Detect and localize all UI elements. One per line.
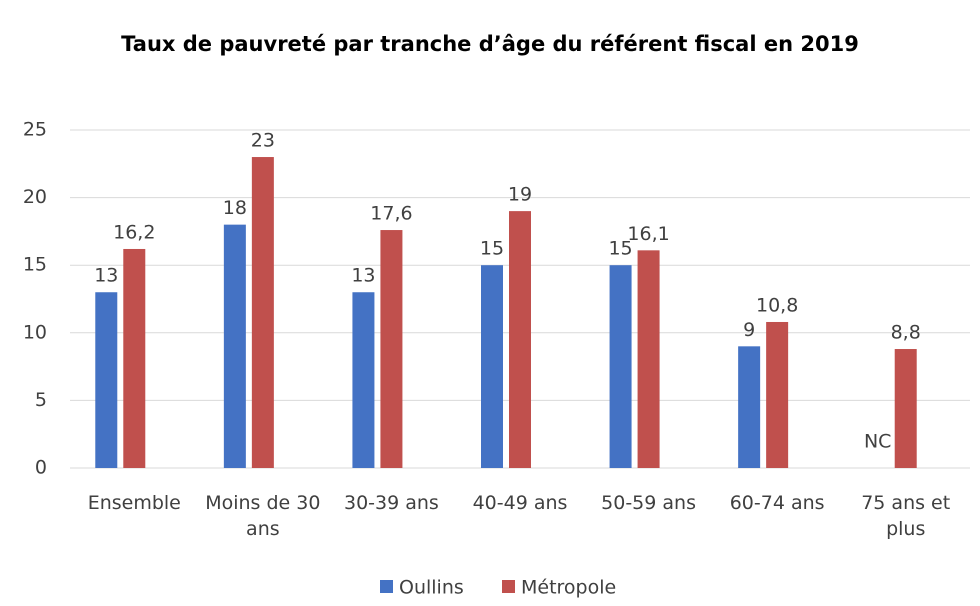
data-label: 13 — [94, 265, 118, 287]
bar — [894, 349, 917, 468]
x-tick-label: 30-39 ans — [344, 492, 439, 514]
y-tick-label: 10 — [23, 321, 47, 343]
data-label: 9 — [743, 319, 755, 341]
bar — [609, 265, 632, 468]
x-tick-label: Moins de 30 ans — [205, 492, 321, 540]
x-tick-label: 75 ans et plus — [861, 492, 951, 540]
chart-title: Taux de pauvreté par tranche d’âge du ré… — [121, 32, 859, 56]
legend-label: Oullins — [399, 577, 464, 599]
y-tick-label: 15 — [23, 254, 47, 276]
data-label: 17,6 — [370, 203, 412, 225]
y-tick-label: 0 — [35, 457, 47, 479]
bar — [380, 230, 403, 468]
bar — [223, 224, 246, 468]
data-label: 18 — [223, 197, 247, 219]
y-tick-label: 5 — [35, 389, 47, 411]
bar — [637, 250, 660, 468]
y-tick-label: 20 — [23, 186, 47, 208]
bar — [123, 248, 146, 468]
legend-swatch — [380, 580, 393, 593]
data-label: 15 — [480, 238, 504, 260]
data-label: 15 — [608, 238, 632, 260]
data-label: 8,8 — [891, 322, 921, 344]
bar — [251, 157, 274, 469]
y-tick-label: 25 — [23, 119, 47, 141]
bar — [481, 265, 503, 468]
data-label: 23 — [251, 130, 275, 152]
data-label: 16,1 — [627, 223, 669, 245]
bar — [766, 321, 789, 468]
x-tick-label: 60-74 ans — [729, 492, 825, 514]
bar — [738, 346, 761, 468]
legend-label: Métropole — [521, 577, 616, 599]
legend-swatch — [502, 580, 515, 593]
bar — [95, 292, 118, 468]
data-label: 16,2 — [113, 221, 155, 243]
bar — [352, 292, 375, 468]
data-label: NC — [864, 431, 891, 453]
x-tick-label: 50-59 ans — [601, 492, 696, 514]
data-label: 19 — [508, 184, 532, 206]
x-tick-label: 40-49 ans — [472, 492, 568, 514]
data-label: 13 — [351, 265, 375, 287]
x-tick-label: Ensemble — [87, 492, 181, 514]
data-label: 10,8 — [756, 294, 798, 316]
bar — [509, 211, 531, 468]
